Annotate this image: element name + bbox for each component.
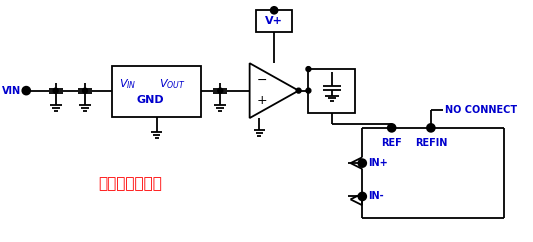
Text: $\mathit{V}_{OUT}$: $\mathit{V}_{OUT}$: [159, 77, 186, 91]
Circle shape: [306, 67, 311, 72]
Circle shape: [83, 88, 87, 93]
Circle shape: [306, 88, 311, 93]
Text: 外部基准电压源: 外部基准电压源: [98, 176, 161, 191]
Circle shape: [358, 159, 366, 167]
Bar: [256, 10, 292, 32]
Text: GND: GND: [137, 95, 165, 106]
Text: IN-: IN-: [368, 191, 384, 201]
Text: NO CONNECT: NO CONNECT: [445, 105, 516, 115]
Text: +: +: [256, 94, 267, 107]
Circle shape: [53, 88, 58, 93]
Circle shape: [358, 193, 366, 200]
Bar: [309, 69, 356, 113]
Circle shape: [271, 7, 278, 14]
Text: −: −: [256, 74, 267, 87]
Text: V+: V+: [265, 16, 283, 26]
Text: VIN: VIN: [2, 86, 21, 96]
Text: $\mathit{V}_{IN}$: $\mathit{V}_{IN}$: [119, 77, 137, 91]
Circle shape: [427, 124, 435, 132]
Circle shape: [296, 88, 301, 93]
Circle shape: [388, 124, 395, 132]
Text: REF: REF: [381, 138, 402, 148]
Text: REFIN: REFIN: [415, 138, 447, 148]
Text: IN+: IN+: [368, 158, 388, 168]
Circle shape: [22, 87, 30, 95]
Bar: [112, 66, 200, 117]
Circle shape: [218, 88, 223, 93]
